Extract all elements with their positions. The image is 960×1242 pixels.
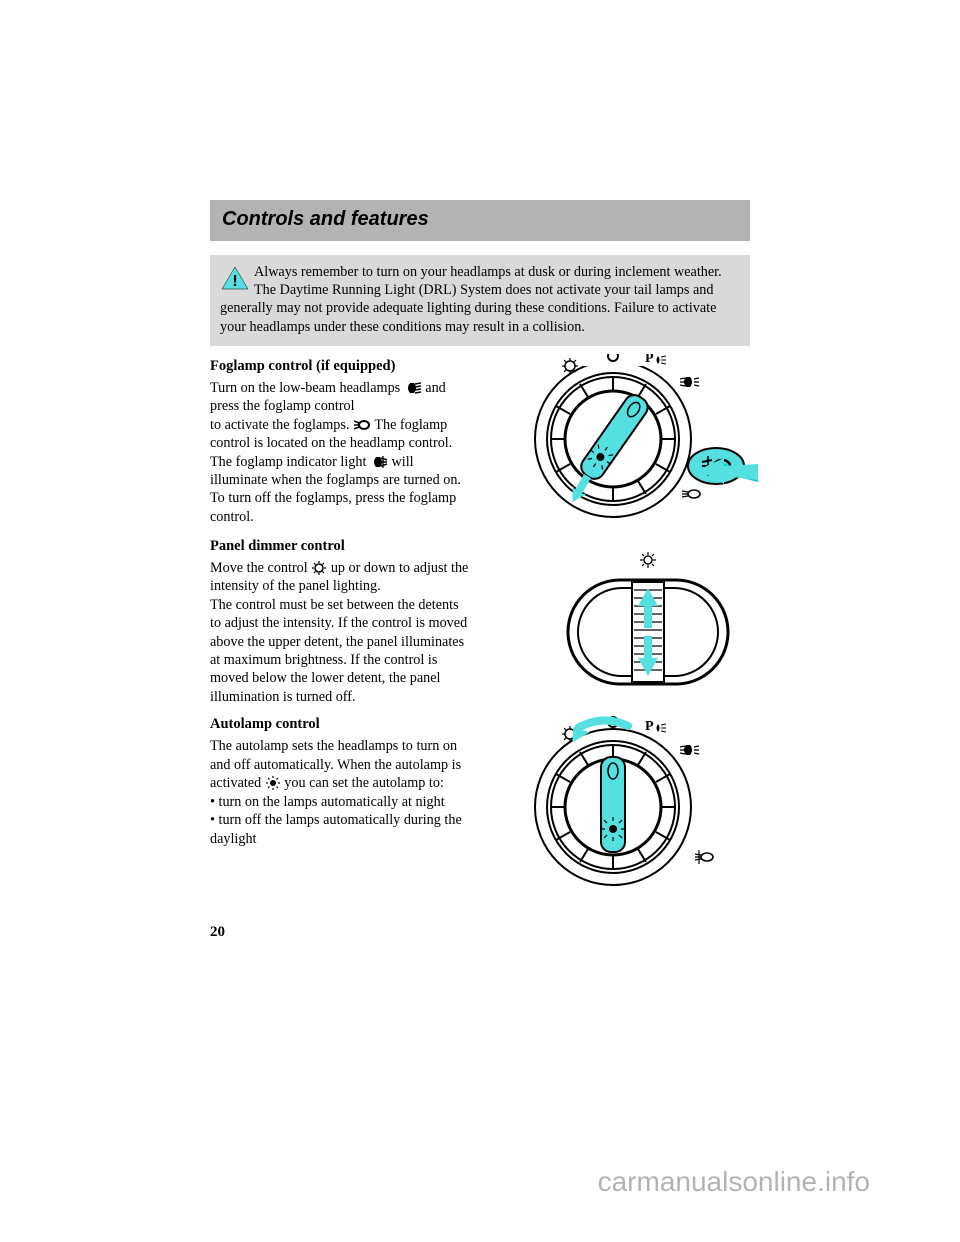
foglamp-para-4: To turn off the foglamps, press the fogl… bbox=[210, 489, 470, 526]
page-number: 20 bbox=[210, 924, 750, 941]
svg-text:!: ! bbox=[232, 273, 237, 290]
foglamp-para-3: The foglamp indicator light will illumin… bbox=[210, 453, 470, 490]
page: Controls and features ! Always remember … bbox=[0, 0, 960, 1001]
foglamp-para3-pre: The foglamp indicator light bbox=[210, 454, 370, 470]
dimmer-para-1: Move the control up or down to adjust th… bbox=[210, 559, 470, 596]
autolamp-bullet-1: • turn on the lamps automatically at nig… bbox=[210, 793, 470, 811]
section-header-bar: Controls and features bbox=[210, 200, 750, 241]
foglamp-para-2: to activate the foglamps. The foglamp co… bbox=[210, 416, 470, 453]
dial-position-icons: P bbox=[562, 354, 699, 387]
autolamp-bullet-2: • turn off the lamps automatically durin… bbox=[210, 811, 470, 848]
warning-box: ! Always remember to turn on your headla… bbox=[210, 255, 750, 346]
autolamp-diagram: P bbox=[508, 712, 758, 912]
foglamp-heading: Foglamp control (if equipped) bbox=[210, 358, 470, 375]
watermark-text: carmanualsonline.info bbox=[598, 1166, 870, 1198]
foglamp-para-1: Turn on the low-beam headlamps and press… bbox=[210, 379, 470, 416]
autolamp-para-1: The autolamp sets the headlamps to turn … bbox=[210, 737, 470, 792]
foglamp-para2-pre: to activate the foglamps. bbox=[210, 417, 353, 433]
dimmer-para-2: The control must be set between the dete… bbox=[210, 596, 470, 707]
foglamp-section: Foglamp control (if equipped) Turn on th… bbox=[210, 358, 750, 528]
dimmer-para1-pre: Move the control bbox=[210, 560, 311, 576]
low-beam-icon bbox=[404, 381, 422, 395]
autolamp-section: Autolamp control The autolamp sets the h… bbox=[210, 716, 750, 916]
foglamp-indicator-icon bbox=[370, 455, 388, 469]
autolamp-sun-icon bbox=[265, 776, 281, 790]
dimmer-gear-icon bbox=[311, 561, 327, 575]
warning-triangle-icon: ! bbox=[220, 265, 250, 291]
foglamp-bulb-icon bbox=[353, 418, 371, 432]
dimmer-diagram bbox=[538, 550, 758, 700]
dimmer-section: Panel dimmer control Move the control up… bbox=[210, 538, 750, 707]
warning-text: Always remember to turn on your headlamp… bbox=[220, 264, 722, 335]
autolamp-para1-post: you can set the autolamp to: bbox=[284, 775, 444, 791]
section-title: Controls and features bbox=[222, 208, 429, 230]
svg-text:P: P bbox=[645, 354, 654, 366]
foglamp-diagram: P bbox=[508, 354, 758, 554]
dimmer-heading: Panel dimmer control bbox=[210, 538, 470, 555]
autolamp-heading: Autolamp control bbox=[210, 716, 470, 733]
foglamp-para1-pre: Turn on the low-beam headlamps bbox=[210, 380, 404, 396]
svg-text:P: P bbox=[645, 719, 654, 734]
